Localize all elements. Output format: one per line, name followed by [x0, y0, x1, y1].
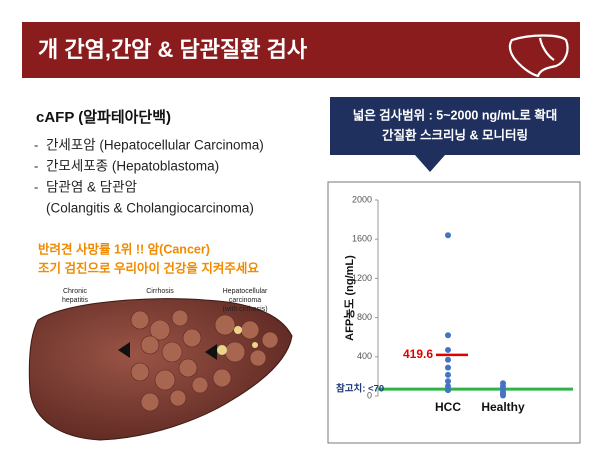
data-point — [445, 378, 451, 385]
data-point — [445, 371, 451, 378]
header-title: 개 간염,간암 & 담관질환 검사 — [38, 37, 308, 62]
list-item: 담관염 & 담관암 — [46, 180, 137, 195]
y-tick-label: 800 — [357, 312, 372, 322]
data-point — [445, 387, 451, 394]
y-tick-label: 1600 — [352, 234, 372, 244]
illustration-label: (with cirrhosis) — [222, 306, 267, 313]
list-dash: - — [34, 137, 38, 152]
y-tick-label: 0 — [367, 390, 372, 400]
liver-illustration — [28, 298, 293, 441]
reference-label: 참고치: <70 — [336, 383, 384, 395]
callout-text: 간질환 스크리닝 & 모니터링 — [382, 127, 528, 142]
data-point — [500, 392, 506, 399]
section-heading: cAFP (알파테아단백) — [36, 109, 171, 126]
callout-pointer — [415, 155, 445, 172]
mean-label: 419.6 — [403, 347, 433, 361]
data-point — [445, 356, 451, 363]
illustration-label: Chronic — [63, 288, 88, 295]
data-point — [445, 332, 451, 339]
callout-text: 넓은 검사범위 : 5~2000 ng/mL로 확대 — [353, 107, 558, 122]
liver-icon — [508, 34, 569, 78]
illustration-label: Hepatocellular — [223, 288, 268, 295]
data-point — [445, 364, 451, 371]
list-item: 간모세포종 (Hepatoblastoma) — [46, 159, 219, 174]
highlight-text: 조기 검진으로 우리아이 건강을 지켜주세요 — [38, 260, 259, 275]
x-tick-label: Healthy — [481, 400, 525, 414]
data-point — [445, 346, 451, 353]
list-dash: - — [34, 158, 38, 173]
illustration-label: carcinoma — [229, 297, 261, 304]
illustration-label: Cirrhosis — [146, 288, 174, 295]
y-axis-label: AFP농도 (ng/mL) — [343, 255, 356, 341]
list-item: 간세포암 (Hepatocellular Carcinoma) — [46, 138, 264, 153]
illustration-label: hepatitis — [62, 297, 89, 304]
callout-box — [330, 97, 580, 155]
y-tick-label: 1200 — [352, 273, 372, 283]
highlight-text: 반려견 사망률 1위 !! 암(Cancer) — [38, 241, 210, 256]
list-dash: - — [34, 179, 38, 194]
header-bar — [22, 22, 580, 78]
list-item: (Colangitis & Cholangiocarcinoma) — [46, 201, 254, 216]
x-tick-label: HCC — [435, 400, 461, 414]
y-tick-label: 400 — [357, 351, 372, 361]
chart-frame — [327, 181, 581, 444]
data-point — [445, 232, 451, 239]
y-tick-label: 2000 — [352, 194, 372, 204]
